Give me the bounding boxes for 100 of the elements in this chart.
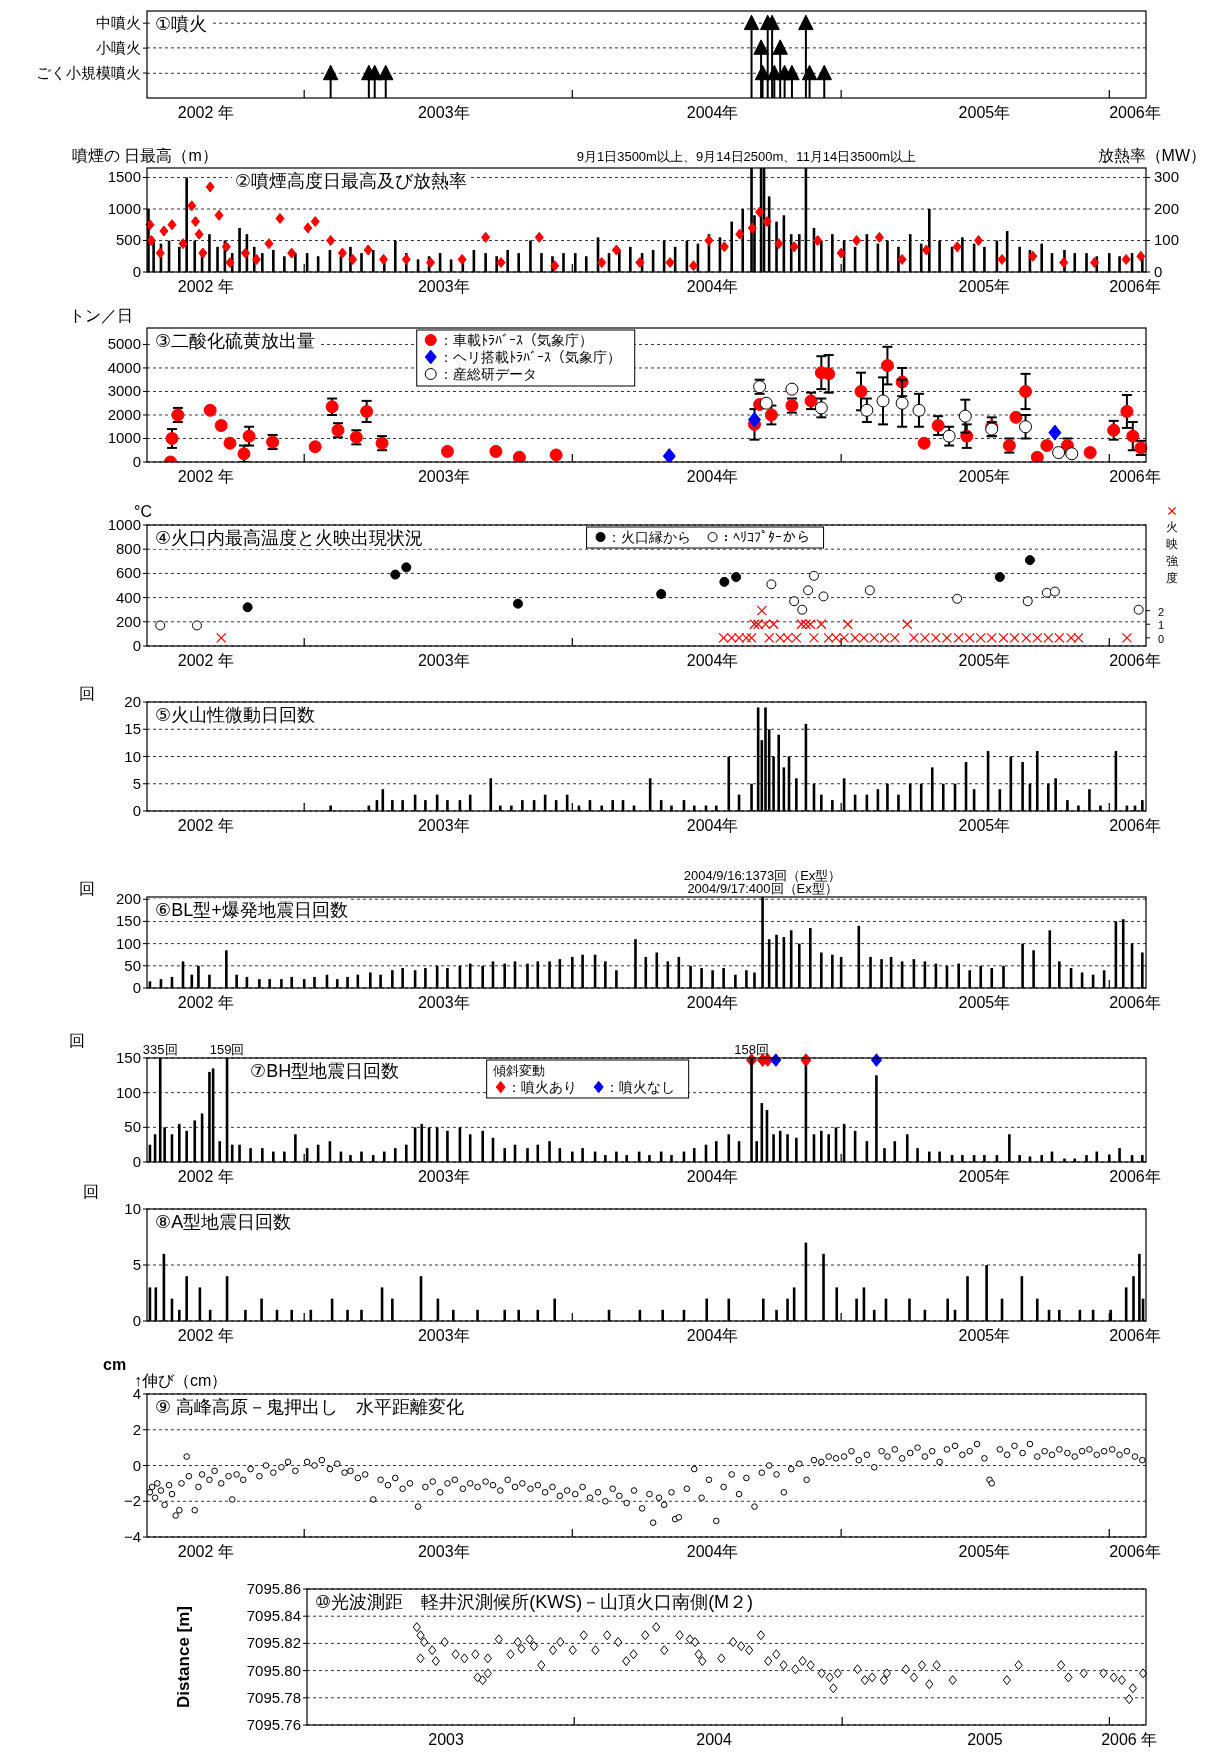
- y-tick-label: 200: [115, 612, 141, 630]
- x-tick-label: 2004: [696, 1731, 732, 1748]
- y-tick-label: 2: [132, 1420, 141, 1438]
- y-tick-label: 600: [115, 564, 141, 582]
- y-axis-title: Distance [m]: [174, 1605, 193, 1709]
- x-tick-label: 2002 年: [177, 1168, 234, 1185]
- y-tick-label: 150: [115, 912, 141, 930]
- legend-label: ：ヘリ搭載ﾄﾗﾊﾞｰｽ（気象庁）: [438, 349, 621, 365]
- x-tick-label: 2002 年: [177, 817, 234, 834]
- x-tick-label: 2004年: [686, 994, 739, 1011]
- annotation: 2004/9/16:1373回（Ex型）: [683, 868, 842, 883]
- x-tick-label: 2002 年: [177, 104, 234, 121]
- y-tick-label: 7095.80: [246, 1661, 301, 1679]
- y-axis-title: cm: [103, 1356, 127, 1373]
- chart-title: ⑤火山性微動日回数: [155, 705, 316, 725]
- y-tick-label: 15: [124, 720, 141, 738]
- chart-title: ①噴火: [155, 14, 208, 34]
- y2-tick-label: 1: [1158, 619, 1165, 632]
- y2-tick-label: 0: [1158, 632, 1165, 645]
- y-axis-title: 回: [83, 1183, 99, 1200]
- x-tick-label: 2002 年: [177, 652, 234, 669]
- x-tick-label: 2004年: [686, 817, 739, 834]
- x-tick-label: 2005年: [958, 104, 1011, 121]
- y-tick-label: 50: [124, 956, 141, 974]
- x-tick-label: 2006年: [1109, 994, 1161, 1011]
- x-tick-label: 2005年: [958, 1168, 1011, 1185]
- category-label: 中噴火: [96, 14, 141, 32]
- y2-tick-label: 0: [1154, 263, 1163, 280]
- legend-label: ：車載ﾄﾗﾊﾞｰｽ（気象庁）: [438, 332, 593, 348]
- y-tick-label: −2: [123, 1492, 141, 1510]
- annotation: 159回: [209, 1042, 245, 1057]
- x-tick-label: 2006年: [1109, 278, 1161, 295]
- x-tick-label: 2006年: [1109, 1168, 1161, 1185]
- chart-title: ⑥BL型+爆発地震日回数: [155, 900, 348, 920]
- category-label: ごく小規模噴火: [36, 64, 141, 82]
- x-tick-label: 2003年: [417, 468, 470, 485]
- x-tick-label: 2004年: [686, 278, 739, 295]
- x-tick-label: 2003年: [417, 652, 470, 669]
- x-tick-label: 2006年: [1109, 468, 1161, 485]
- y-tick-label: −4: [123, 1528, 141, 1545]
- y-tick-label: 7095.82: [246, 1634, 301, 1652]
- x-tick-label: 2003年: [417, 817, 470, 834]
- y-tick-label: 100: [115, 934, 141, 952]
- y-tick-label: 800: [115, 540, 141, 558]
- y-tick-label: 5000: [107, 335, 141, 353]
- y-axis-title: トン／日: [69, 307, 133, 324]
- y-tick-label: 0: [132, 802, 141, 819]
- y2-tick-label: 200: [1154, 199, 1180, 217]
- y-tick-label: 4000: [107, 358, 141, 376]
- x-tick-label: 2003年: [417, 278, 470, 295]
- y-tick-label: 500: [115, 231, 141, 249]
- x-tick-label: 2003年: [417, 1168, 470, 1185]
- y-tick-label: 0: [132, 637, 141, 654]
- chart-title: ④火口内最高温度と火映出現状況: [155, 528, 424, 548]
- chart-title: ⑧A型地震日回数: [155, 1212, 292, 1232]
- chart-title: ⑦BH型地震日回数: [250, 1061, 400, 1081]
- y-axis-title: 回: [79, 685, 95, 702]
- text: 9月1日3500m以上、9月14日2500m、11月14日3500m以上: [576, 149, 917, 164]
- x-tick-label: 2003: [428, 1731, 464, 1748]
- y-tick-label: 0: [132, 1153, 141, 1170]
- x-tick-label: 2002 年: [177, 1543, 234, 1560]
- y-tick-label: 1000: [107, 199, 141, 217]
- legend-title: 傾斜変動: [492, 1063, 545, 1078]
- y-tick-label: 5: [132, 774, 141, 792]
- x-tick-label: 2006年: [1109, 1543, 1161, 1560]
- x-tick-label: 2003年: [417, 994, 470, 1011]
- x-tick-label: 2006年: [1109, 1327, 1161, 1344]
- x-tick-label: 2004年: [686, 1327, 739, 1344]
- legend-label: ：噴火あり: [506, 1079, 577, 1095]
- x-tick-label: 2005年: [958, 652, 1011, 669]
- category-label: 小噴火: [96, 39, 141, 57]
- chart-title: ⑨ 高峰高原－鬼押出し 水平距離変化: [155, 1397, 465, 1417]
- y-tick-label: 2000: [107, 405, 141, 423]
- y-tick-label: 200: [115, 890, 141, 908]
- annotation: 335回: [142, 1042, 178, 1057]
- y-tick-label: 0: [132, 979, 141, 996]
- y-axis-title: 回: [79, 880, 95, 897]
- x-tick-label: 2004年: [686, 1168, 739, 1185]
- x-tick-label: 2005: [967, 1731, 1003, 1748]
- x-tick-label: 2004年: [686, 468, 739, 485]
- chart-title: ②噴煙高度日最高及び放熱率: [235, 171, 468, 191]
- y2-axis-title: 火映強度: [1166, 520, 1178, 585]
- x-tick-label: 2005年: [958, 468, 1011, 485]
- x-tick-label: 2002 年: [177, 994, 234, 1011]
- y2-tick-label: 300: [1154, 168, 1180, 186]
- y2-axis-title: 放熱率（MW）: [1097, 147, 1206, 164]
- x-tick-label: 2002 年: [177, 278, 234, 295]
- x-tick-label: 2005年: [958, 278, 1011, 295]
- x-tick-label: 2006年: [1109, 104, 1161, 121]
- x-tick-label: 2003年: [417, 104, 470, 121]
- x-tick-label: 2005年: [958, 1327, 1011, 1344]
- y-tick-label: 5: [132, 1256, 141, 1273]
- y-axis-title: 噴煙の 日最高（m）: [72, 147, 218, 164]
- x-tick-label: 2006年: [1109, 652, 1161, 669]
- x-tick-label: 2003年: [417, 1327, 470, 1344]
- legend-label: ：噴火なし: [604, 1079, 675, 1095]
- y-tick-label: 7095.86: [246, 1580, 301, 1597]
- y-tick-label: 0: [132, 453, 141, 470]
- y-tick-label: 50: [124, 1118, 141, 1136]
- y-tick-label: 150: [115, 1049, 141, 1066]
